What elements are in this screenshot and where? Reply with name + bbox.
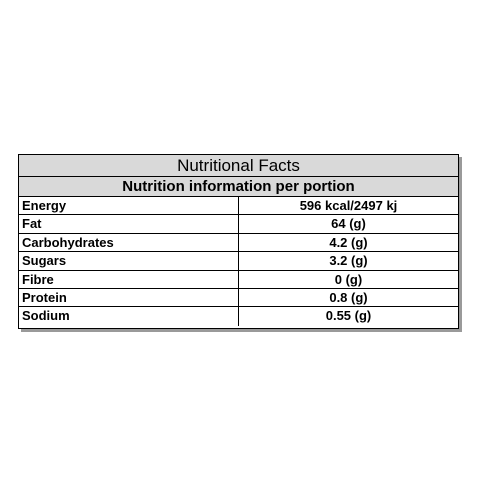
table-row: Carbohydrates 4.2 (g) [19,233,458,253]
nutrient-name-sodium: Sodium [22,308,70,324]
table-row: Fibre 0 (g) [19,270,458,289]
nutrient-value-sodium: 0.55 (g) [325,308,372,324]
nutrient-value-fibre: 0 (g) [334,271,363,287]
column-divider [238,197,239,215]
nutrient-name-fat: Fat [22,216,42,232]
column-divider [238,288,239,307]
nutrient-value-fat: 64 (g) [331,216,366,232]
table-title: Nutritional Facts [19,155,458,177]
column-divider [238,307,239,326]
nutrient-name-energy: Energy [22,198,67,213]
nutrient-name-protein: Protein [22,289,67,305]
nutrition-facts-table: Nutritional Facts Nutrition information … [18,154,459,329]
column-divider [238,215,239,233]
nutrient-value-energy: 596 kcal/2497 kj [299,198,398,213]
nutrient-value-carbohydrates: 4.2 (g) [329,234,368,250]
nutrient-rows: Energy 596 kcal/2497 kj Fat 64 (g) Carbo… [19,197,458,326]
nutrient-name-sugars: Sugars [22,253,67,269]
table-row: Fat 64 (g) [19,215,458,234]
nutrient-value-protein: 0.8 (g) [329,289,368,305]
table-row: Protein 0.8 (g) [19,288,458,308]
table-subtitle: Nutrition information per portion [19,177,458,197]
column-divider [238,252,239,270]
nutrient-name-fibre: Fibre [22,271,54,287]
nutrient-name-carbohydrates: Carbohydrates [22,234,114,250]
table-row: Sugars 3.2 (g) [19,252,458,271]
table-row: Sodium 0.55 (g) [19,307,458,326]
column-divider [238,270,239,288]
table-row: Energy 596 kcal/2497 kj [19,197,458,216]
nutrient-value-sugars: 3.2 (g) [329,253,368,269]
column-divider [238,233,239,252]
